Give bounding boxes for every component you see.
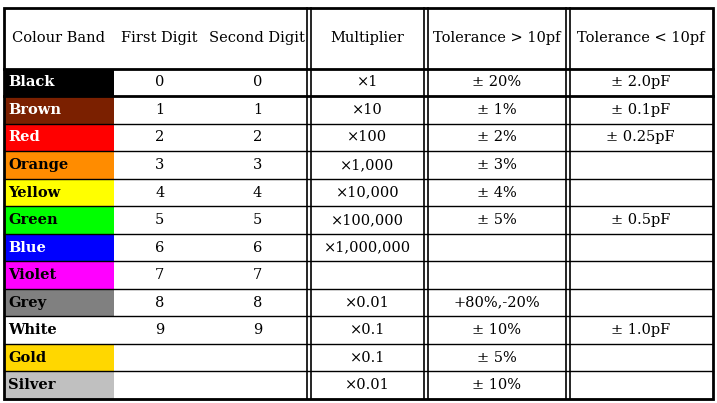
Text: ± 20%: ± 20%	[473, 75, 521, 89]
Text: Second Digit: Second Digit	[209, 31, 305, 46]
Text: ×10: ×10	[352, 103, 383, 117]
Text: Multiplier: Multiplier	[331, 31, 404, 46]
Bar	[4, 69, 113, 96]
Text: ×100: ×100	[347, 131, 387, 144]
Text: Yellow: Yellow	[8, 185, 60, 199]
Text: 6: 6	[252, 241, 262, 255]
Bar	[4, 261, 113, 289]
Text: ± 10%: ± 10%	[473, 378, 521, 392]
Bar	[4, 151, 113, 179]
Text: ± 2%: ± 2%	[477, 131, 517, 144]
Text: ×0.01: ×0.01	[345, 296, 390, 310]
Text: 9: 9	[252, 323, 262, 337]
Text: ± 5%: ± 5%	[477, 213, 517, 227]
Text: 2: 2	[155, 131, 164, 144]
Text: Blue: Blue	[8, 241, 46, 255]
Text: White: White	[8, 323, 57, 337]
Text: Orange: Orange	[8, 158, 68, 172]
Text: Colour Band: Colour Band	[12, 31, 105, 46]
Text: 3: 3	[252, 158, 262, 172]
Text: 1: 1	[253, 103, 262, 117]
Text: Red: Red	[8, 131, 39, 144]
Text: 0: 0	[252, 75, 262, 89]
Text: ± 1.0pF: ± 1.0pF	[611, 323, 670, 337]
Text: 5: 5	[155, 213, 164, 227]
Text: 6: 6	[155, 241, 164, 255]
Text: ± 0.5pF: ± 0.5pF	[611, 213, 670, 227]
Text: 7: 7	[252, 268, 262, 282]
Text: Tolerance < 10pf: Tolerance < 10pf	[577, 31, 704, 46]
Text: 1: 1	[155, 103, 164, 117]
Text: ± 1%: ± 1%	[477, 103, 517, 117]
Text: ± 3%: ± 3%	[477, 158, 517, 172]
Text: ×0.1: ×0.1	[350, 323, 385, 337]
Text: Silver: Silver	[8, 378, 55, 392]
Text: Brown: Brown	[8, 103, 61, 117]
Bar	[4, 316, 113, 344]
Text: ± 0.1pF: ± 0.1pF	[611, 103, 670, 117]
Bar	[4, 179, 113, 206]
Text: First Digit: First Digit	[121, 31, 198, 46]
Text: ×0.1: ×0.1	[350, 351, 385, 365]
Text: Violet: Violet	[8, 268, 56, 282]
Bar	[4, 289, 113, 316]
Text: 0: 0	[155, 75, 164, 89]
Text: ×1,000,000: ×1,000,000	[324, 241, 411, 255]
Text: Green: Green	[8, 213, 57, 227]
Bar	[4, 234, 113, 261]
Text: Tolerance > 10pf: Tolerance > 10pf	[433, 31, 561, 46]
Text: Gold: Gold	[8, 351, 46, 365]
Text: 8: 8	[252, 296, 262, 310]
Text: 3: 3	[155, 158, 164, 172]
Text: ×1,000: ×1,000	[341, 158, 394, 172]
Text: 4: 4	[155, 185, 164, 199]
Text: +80%,-20%: +80%,-20%	[454, 296, 540, 310]
Text: 2: 2	[252, 131, 262, 144]
Text: 7: 7	[155, 268, 164, 282]
Text: ± 0.25pF: ± 0.25pF	[607, 131, 675, 144]
Text: ×1: ×1	[356, 75, 378, 89]
Bar	[4, 124, 113, 151]
Text: Grey: Grey	[8, 296, 46, 310]
Text: ± 2.0pF: ± 2.0pF	[611, 75, 670, 89]
Text: ± 5%: ± 5%	[477, 351, 517, 365]
Bar	[4, 96, 113, 124]
Text: ± 10%: ± 10%	[473, 323, 521, 337]
Text: 9: 9	[155, 323, 164, 337]
Bar	[4, 344, 113, 372]
Text: ×0.01: ×0.01	[345, 378, 390, 392]
Bar	[4, 372, 113, 399]
Bar	[4, 206, 113, 234]
Text: Black: Black	[8, 75, 54, 89]
Text: ×100,000: ×100,000	[331, 213, 404, 227]
Text: 8: 8	[155, 296, 164, 310]
Text: 4: 4	[252, 185, 262, 199]
Text: ± 4%: ± 4%	[477, 185, 517, 199]
Text: ×10,000: ×10,000	[336, 185, 399, 199]
Text: 5: 5	[252, 213, 262, 227]
